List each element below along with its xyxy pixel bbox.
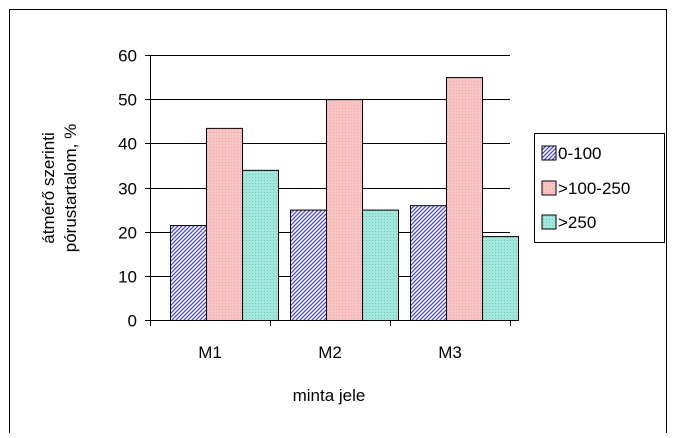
y-tick-label: 20 — [118, 224, 137, 243]
legend: 0-100 >100-250 >250 — [534, 133, 665, 243]
legend-label-100-250: >100-250 — [558, 179, 630, 198]
y-axis-title-line-1: átmérő szerinti — [39, 132, 58, 243]
y-tick-label: 40 — [118, 135, 137, 154]
y-tick-label: 60 — [118, 47, 137, 66]
legend-label-0-100: 0-100 — [558, 144, 601, 163]
bar-m2-series-3 — [362, 209, 399, 321]
y-tick-label: 50 — [118, 91, 137, 110]
bar-m1-series-3 — [242, 169, 279, 321]
legend-label-250: >250 — [558, 213, 596, 232]
y-tick-label: 10 — [118, 268, 137, 287]
axes: 0 10 20 30 40 50 60 M1 M2 M3 — [118, 47, 511, 362]
x-tick-label: M1 — [198, 343, 222, 362]
x-tick-label: M3 — [438, 343, 462, 362]
bar-m1-series-1 — [170, 225, 207, 322]
bar-m3-series-2 — [446, 77, 483, 322]
bar-m3-series-1 — [410, 205, 447, 322]
bar-m3-series-3 — [482, 236, 519, 321]
y-tick-label: 30 — [118, 180, 137, 199]
legend-swatch-100-250 — [541, 180, 557, 196]
bar-m2-series-1 — [290, 209, 327, 321]
legend-swatch-0-100 — [541, 145, 557, 161]
x-axis-title: minta jele — [293, 386, 366, 405]
bar-m1-series-2 — [206, 127, 243, 321]
y-tick-label: 0 — [128, 312, 137, 331]
y-axis-title-line-2: pórustartalom, % — [61, 124, 80, 253]
legend-swatch-250 — [541, 214, 557, 230]
bar-m2-series-2 — [326, 99, 363, 321]
x-tick-label: M2 — [318, 343, 342, 362]
